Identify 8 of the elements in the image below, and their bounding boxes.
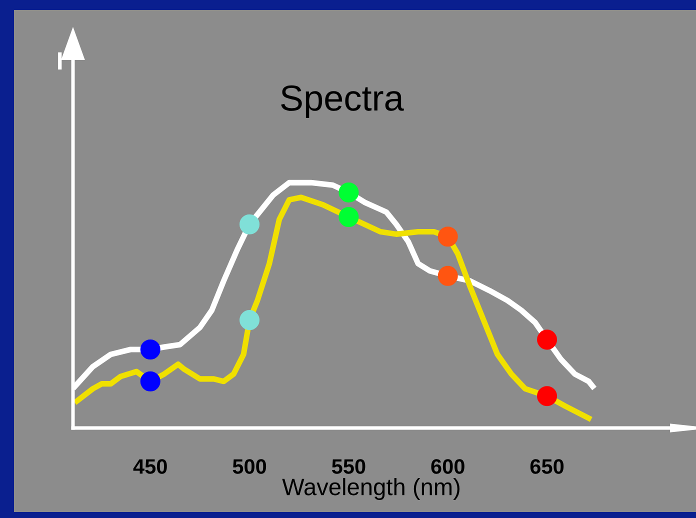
y-axis-title: I	[58, 52, 62, 70]
x-tick-label: 550	[332, 459, 366, 474]
x-tick-label: 450	[133, 459, 167, 474]
x-axis-title: Wavelength (nm)	[282, 478, 460, 500]
x-tick-label: 600	[431, 459, 464, 474]
x-tick-label: 500	[232, 459, 266, 474]
x-tick-label: 650	[530, 459, 564, 474]
chart-title: Spectra	[281, 85, 404, 118]
